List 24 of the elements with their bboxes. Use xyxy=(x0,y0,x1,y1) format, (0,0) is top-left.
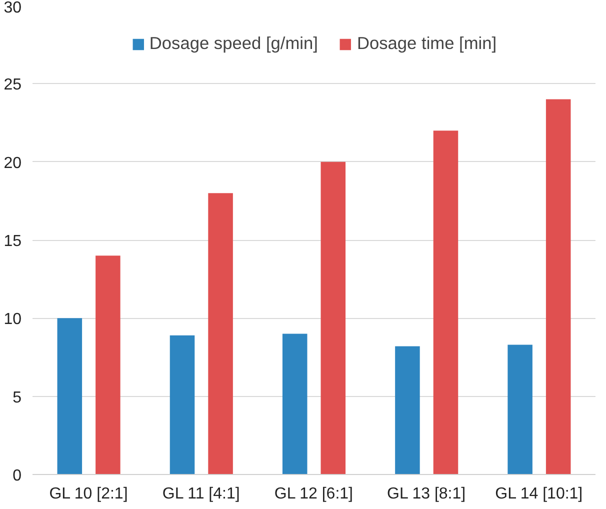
y-tick-label: 15 xyxy=(4,233,22,250)
bar xyxy=(96,256,120,474)
x-tick-label: GL 12 [6:1] xyxy=(274,486,353,502)
bar xyxy=(208,193,233,474)
x-tick-label: GL 11 [4:1] xyxy=(162,486,240,502)
bar xyxy=(546,99,571,474)
y-tick-label: 0 xyxy=(12,468,22,484)
legend-label: Dosage time [min] xyxy=(356,33,497,54)
bar xyxy=(282,334,308,474)
bar xyxy=(508,344,532,474)
bar xyxy=(57,318,82,474)
y-tick-label: 30 xyxy=(4,0,22,16)
bar xyxy=(433,130,458,474)
y-tick-label: 5 xyxy=(12,389,22,406)
bar xyxy=(320,162,346,474)
x-tick-label: GL 10 [2:1] xyxy=(49,486,128,502)
y-tick-label: 20 xyxy=(4,154,22,172)
x-tick-label: GL 13 [8:1] xyxy=(387,486,466,502)
legend-label: Dosage speed [g/min] xyxy=(149,33,318,54)
bar xyxy=(170,335,195,474)
y-tick-label: 10 xyxy=(4,311,22,328)
bar xyxy=(395,346,420,474)
x-tick-label: GL 14 [10:1] xyxy=(495,486,583,502)
y-tick-label: 25 xyxy=(4,76,22,94)
